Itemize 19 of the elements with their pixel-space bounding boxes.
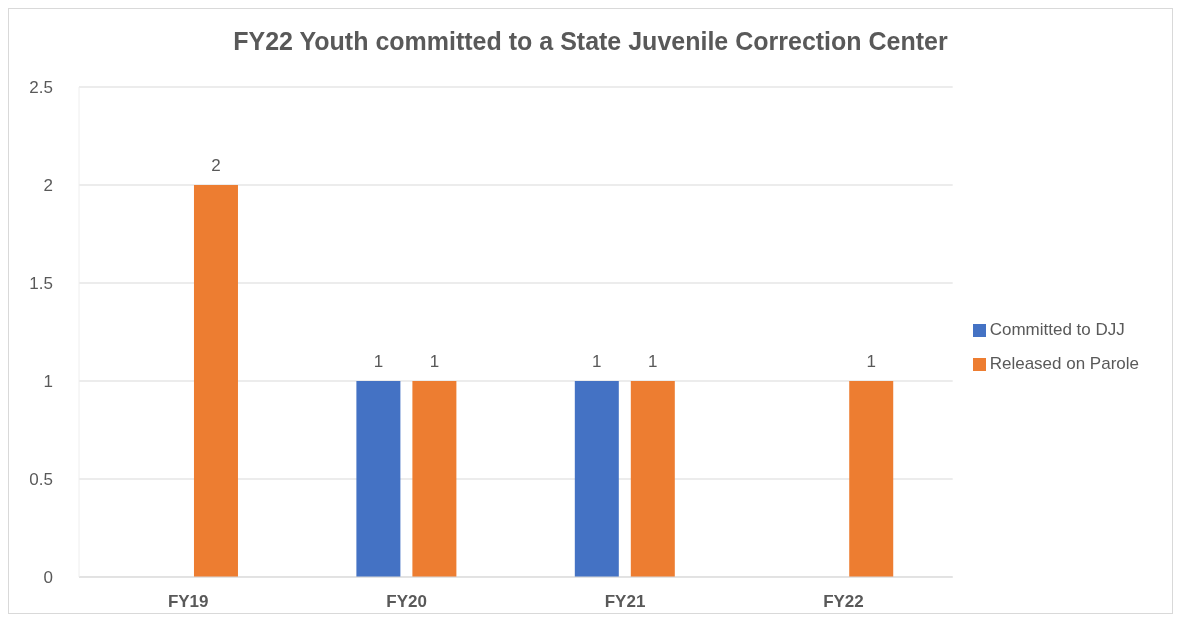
legend-label: Released on Parole bbox=[989, 354, 1139, 373]
data-label: 1 bbox=[592, 352, 602, 371]
legend-label: Committed to DJJ bbox=[989, 320, 1125, 339]
y-tick-label: 2.5 bbox=[29, 78, 53, 98]
y-tick-label: 0.5 bbox=[29, 470, 53, 490]
y-tick-label: 1.5 bbox=[29, 274, 53, 294]
x-tick-label: FY20 bbox=[386, 592, 427, 612]
data-label: 1 bbox=[429, 352, 440, 371]
y-tick-label: 2 bbox=[43, 176, 53, 196]
data-label: 1 bbox=[866, 352, 876, 371]
x-tick-label: FY21 bbox=[604, 592, 646, 612]
y-tick-label: 1 bbox=[43, 372, 53, 392]
x-tick-label: FY22 bbox=[823, 592, 864, 612]
data-label: 2 bbox=[211, 156, 221, 175]
chart-title: FY22 Youth committed to a State Juvenile Correction Center bbox=[232, 26, 949, 57]
data-label: 1 bbox=[373, 352, 384, 371]
data-label: 1 bbox=[648, 352, 658, 371]
x-tick-label: FY19 bbox=[167, 592, 209, 612]
y-tick-label: 0 bbox=[43, 568, 53, 588]
